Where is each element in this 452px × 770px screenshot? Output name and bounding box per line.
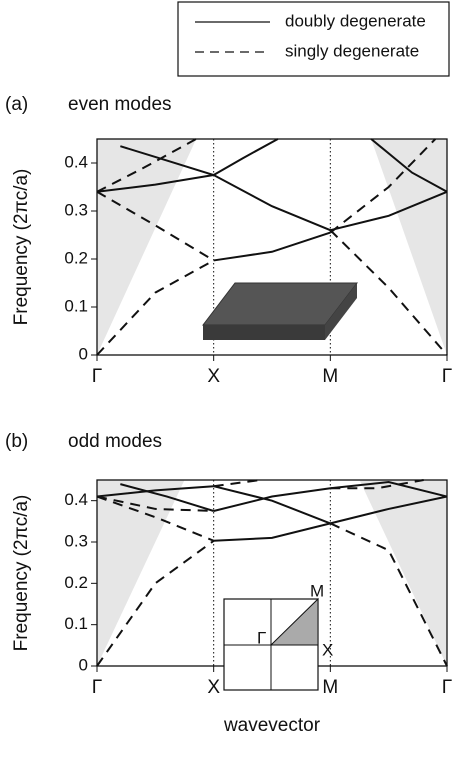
inset-label: Γ [257,628,266,647]
panel-title: odd modes [68,431,162,452]
y-tick-label: 0.1 [64,614,88,633]
y-tick-label: 0.3 [64,531,88,550]
band-line [213,522,331,542]
light-cone [371,139,447,355]
band-line [330,495,448,525]
panel-title: even modes [68,94,172,115]
band-line [96,495,215,542]
legend-box [177,1,450,77]
y-tick-label: 0 [79,655,88,674]
slab-front [203,325,325,340]
band-line [96,495,214,512]
y-axis-label: Frequency (2πc/a) [11,169,32,326]
x-tick-label: Γ [92,677,102,698]
band-line [329,229,448,356]
legend-label: singly degenerate [285,41,419,60]
band-line [213,138,279,176]
band-line [329,522,448,667]
light-cone [359,480,447,666]
inset-label: X [322,640,333,659]
y-tick-label: 0.1 [64,296,88,315]
y-tick-label: 0.2 [64,573,88,592]
y-axis-label: Frequency (2πc/a) [11,495,32,652]
band-line [330,481,448,498]
band-line [96,174,214,193]
legend-label: doubly degenerate [285,11,426,30]
light-cone [97,480,185,666]
x-tick-label: M [322,366,338,387]
band-line [213,479,261,488]
band-line [96,485,214,498]
slab-side [325,283,357,340]
band-line [213,231,331,262]
band-line [96,138,197,193]
panel-label: (b) [5,431,28,452]
x-tick-label: Γ [442,677,452,698]
band-line [213,485,331,525]
x-tick-label: X [207,677,220,698]
band-line [120,483,214,512]
band-line [213,487,331,512]
y-tick-label: 0 [79,344,88,363]
x-tick-label: Γ [92,366,102,387]
x-tick-label: Γ [442,366,452,387]
x-tick-label: M [322,677,338,698]
y-tick-label: 0.4 [64,152,88,171]
panel-label: (a) [5,94,28,115]
band-line [96,190,215,262]
band-line [96,259,215,356]
band-line [370,138,448,193]
y-tick-label: 0.2 [64,248,88,267]
plot-frame [96,138,448,356]
y-tick-label: 0.3 [64,200,88,219]
light-cone [97,139,197,355]
x-tick-label: X [207,366,220,387]
x-axis-label: wavevector [223,715,321,736]
band-line [330,190,448,232]
band-line [329,138,437,234]
y-tick-label: 0.4 [64,490,88,509]
inset-label: M [310,581,324,600]
